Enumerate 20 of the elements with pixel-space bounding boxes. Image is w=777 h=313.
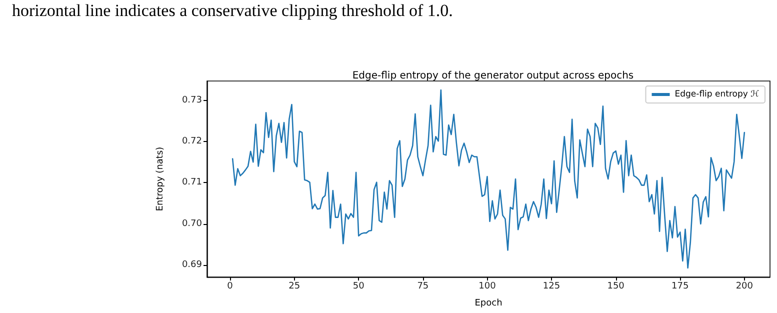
y-tick-label: 0.69	[182, 260, 202, 270]
line-series	[232, 89, 746, 269]
x-tick-label: 200	[736, 282, 754, 292]
x-tick-label: 50	[352, 282, 365, 292]
x-tick-label: 125	[542, 282, 560, 292]
x-tick-label: 25	[288, 282, 300, 292]
text: horizontal line indicates a conservative clipping threshold of 1.0.	[12, 1, 453, 20]
legend-label: Edge-flip entropy ℋ	[674, 90, 760, 100]
y-tick-label: 0.72	[182, 136, 202, 147]
y-tick-label: 0.71	[182, 178, 202, 188]
x-tick-label: 150	[607, 282, 625, 292]
x-tick-label: 100	[478, 282, 496, 292]
y-tick-label: 0.73	[182, 95, 202, 106]
x-tick-label: 0	[227, 282, 234, 292]
x-tick-label: 175	[672, 282, 689, 292]
x-tick-label: 75	[417, 282, 429, 292]
chart-title: Edge-flip entropy of the generator output across epochs	[352, 70, 634, 82]
y-axis-title: Entropy (nats)	[156, 146, 166, 212]
y-tick-label: 0.70	[182, 218, 202, 229]
x-axis-title: Epoch	[474, 298, 502, 308]
